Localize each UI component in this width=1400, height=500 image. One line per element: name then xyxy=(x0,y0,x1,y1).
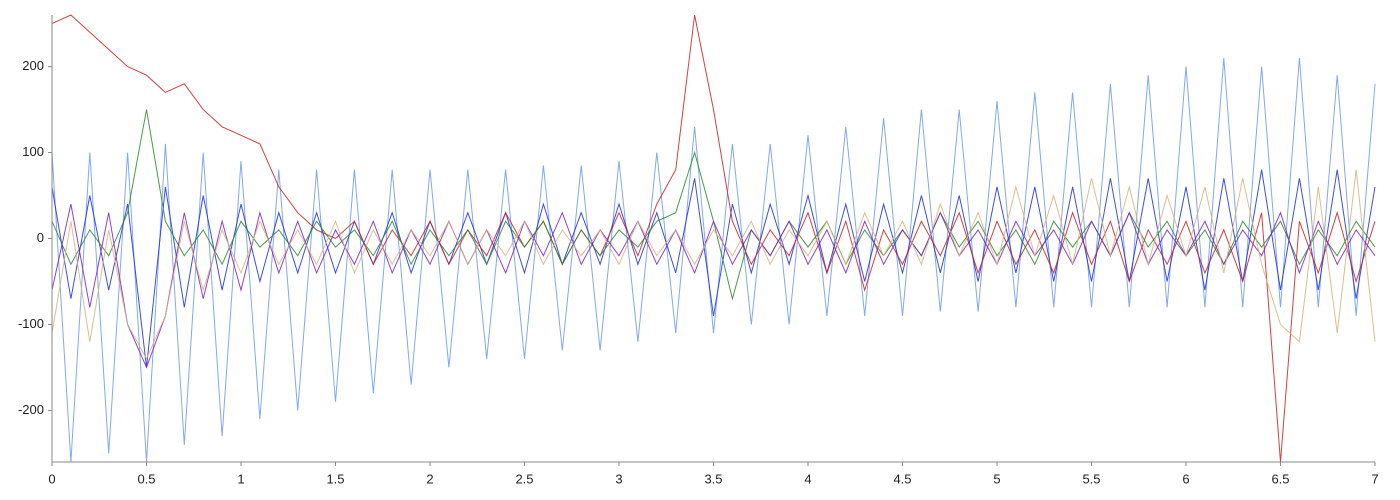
y-tick-label: -100 xyxy=(18,316,44,331)
x-tick-label: 6 xyxy=(1182,471,1189,486)
x-tick-label: 3.5 xyxy=(704,471,722,486)
x-tick-label: 3 xyxy=(615,471,622,486)
x-tick-label: 2.5 xyxy=(515,471,533,486)
y-tick-label: -200 xyxy=(18,402,44,417)
x-tick-label: 4 xyxy=(804,471,811,486)
x-tick-label: 0 xyxy=(48,471,55,486)
x-tick-label: 6.5 xyxy=(1271,471,1289,486)
y-tick-label: 200 xyxy=(22,58,44,73)
x-tick-label: 0.5 xyxy=(137,471,155,486)
x-tick-label: 5 xyxy=(993,471,1000,486)
y-tick-label: 100 xyxy=(22,144,44,159)
signal-line xyxy=(51,57,1376,463)
signal-line xyxy=(51,109,1376,301)
x-tick-label: 1 xyxy=(237,471,244,486)
x-tick-label: 5.5 xyxy=(1082,471,1100,486)
x-tick-label: 2 xyxy=(426,471,433,486)
y-tick-label: 0 xyxy=(37,230,44,245)
signal-line xyxy=(51,203,1376,369)
signal-line xyxy=(51,169,1376,368)
x-tick-label: 7 xyxy=(1371,471,1378,486)
x-tick-label: 4.5 xyxy=(893,471,911,486)
x-tick-label: 1.5 xyxy=(326,471,344,486)
signal-line xyxy=(51,169,1376,360)
